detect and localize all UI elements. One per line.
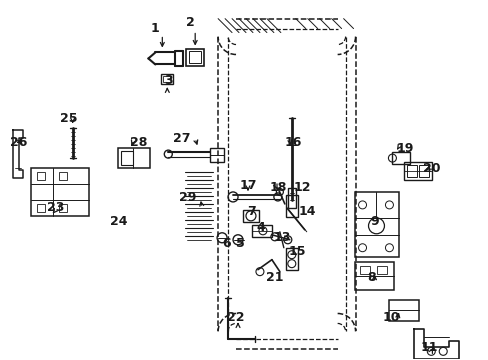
Text: 9: 9 [369,215,378,228]
Text: 18: 18 [268,181,286,194]
Bar [407,165,416,177]
Bar [210,148,224,162]
Bar [59,204,66,212]
Text: 12: 12 [293,181,311,194]
Bar [359,266,369,274]
Text: 2: 2 [185,16,194,29]
Text: 24: 24 [109,215,127,228]
Bar [37,172,45,180]
Text: 4: 4 [256,221,265,234]
Bar [354,262,394,289]
Text: 20: 20 [422,162,439,175]
Text: 15: 15 [288,245,306,258]
Bar [404,162,431,180]
Bar [37,204,45,212]
Bar [121,151,133,165]
Bar [118,148,150,168]
Bar [354,192,399,257]
Bar [31,168,88,216]
Bar [285,248,297,270]
Bar [287,188,295,208]
Bar [189,51,201,63]
Text: 1: 1 [151,22,160,35]
Bar [419,165,428,177]
Text: 8: 8 [366,271,375,284]
Text: 14: 14 [298,205,316,219]
Text: 17: 17 [239,180,256,193]
Text: 28: 28 [129,136,147,149]
Bar [388,300,419,321]
Text: 13: 13 [273,231,290,244]
Text: 16: 16 [284,136,301,149]
Text: 26: 26 [10,136,27,149]
Bar [161,75,173,84]
Bar [59,172,66,180]
Text: 25: 25 [60,112,77,125]
Text: 22: 22 [227,311,244,324]
Bar [163,76,171,82]
Text: 21: 21 [265,271,283,284]
Text: 29: 29 [178,192,196,204]
Bar [186,49,203,67]
Bar [243,210,259,222]
Text: 23: 23 [47,201,64,215]
Text: 6: 6 [221,237,230,250]
Bar [251,225,271,237]
Text: 7: 7 [247,205,256,219]
Text: 11: 11 [420,341,437,354]
Bar [392,152,409,164]
Bar [285,195,297,217]
Text: 10: 10 [382,311,399,324]
Text: 3: 3 [163,74,172,87]
Bar [377,266,386,274]
Text: 5: 5 [235,237,244,250]
Text: 27: 27 [173,132,191,145]
Text: 19: 19 [396,141,413,155]
